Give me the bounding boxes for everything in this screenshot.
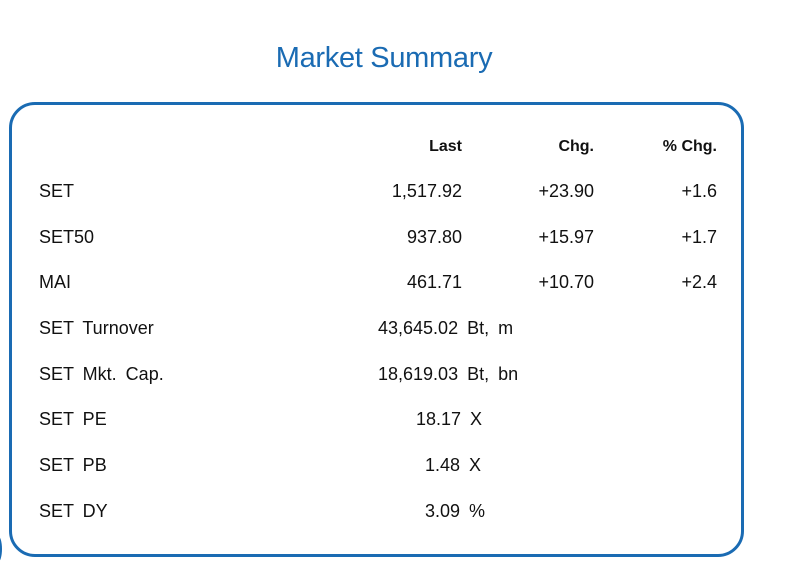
stat-value: 18,619.03 Bt, bn bbox=[378, 364, 519, 384]
stat-name: SET Mkt. Cap. bbox=[39, 364, 164, 384]
stat-name: SET DY bbox=[39, 501, 108, 521]
stat-name: SET Turnover bbox=[39, 318, 154, 338]
index-last: 461.71 bbox=[406, 272, 462, 292]
index-chg: +10.70 bbox=[538, 272, 594, 292]
stat-value: 1.48 X bbox=[425, 455, 482, 475]
header-last: Last bbox=[429, 138, 462, 155]
stat-value: 43,645.02 Bt, m bbox=[378, 318, 514, 338]
stat-name: SET PB bbox=[39, 455, 107, 475]
edge-decoration bbox=[0, 536, 2, 562]
index-pct-chg: +1.7 bbox=[681, 227, 717, 247]
header-chg: Chg. bbox=[558, 138, 594, 155]
index-last: 937.80 bbox=[406, 227, 462, 247]
index-pct-chg: +1.6 bbox=[681, 181, 717, 201]
market-summary-panel bbox=[9, 102, 744, 557]
stat-value: 3.09 % bbox=[425, 501, 486, 521]
index-name: SET50 bbox=[39, 227, 95, 247]
stat-name: SET PE bbox=[39, 409, 107, 429]
index-name: SET bbox=[39, 181, 75, 201]
index-pct-chg: +2.4 bbox=[681, 272, 717, 292]
index-name: MAI bbox=[39, 272, 72, 292]
page-title: Market Summary bbox=[275, 42, 493, 74]
header-pct-chg: % Chg. bbox=[662, 138, 717, 155]
index-chg: +15.97 bbox=[538, 227, 594, 247]
index-last: 1,517.92 bbox=[391, 181, 462, 201]
index-chg: +23.90 bbox=[538, 181, 594, 201]
stat-value: 18.17 X bbox=[416, 409, 483, 429]
